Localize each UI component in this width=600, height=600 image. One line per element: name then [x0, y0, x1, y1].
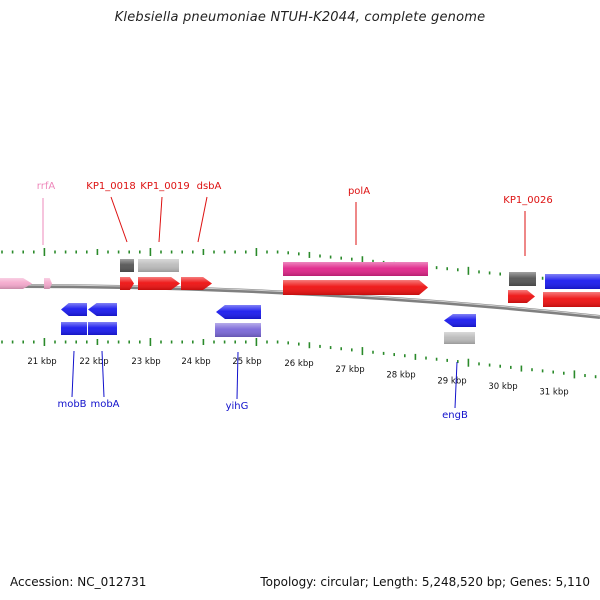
- scale-label: 24 kbp: [181, 357, 210, 367]
- gene-label[interactable]: yihG: [226, 401, 249, 412]
- feature-cds[interactable]: [88, 303, 117, 316]
- feature-shading: [215, 323, 261, 337]
- gene-label[interactable]: engB: [442, 410, 468, 421]
- feature-rrna[interactable]: [44, 278, 52, 289]
- feature-rrna[interactable]: [0, 278, 32, 289]
- feature-cds[interactable]: [138, 277, 180, 290]
- leader-line: [454, 361, 458, 409]
- top-labels: rrfA KP1_0018 KP1_0019 dsbA polA KP1_0026: [37, 181, 553, 256]
- feature-shading: [283, 280, 428, 295]
- gene-label[interactable]: rrfA: [37, 181, 56, 192]
- scale-label: 21 kbp: [27, 357, 56, 367]
- feature-cds[interactable]: [444, 314, 476, 327]
- accession-text: Accession: NC_012731: [10, 575, 147, 589]
- scale-labels: 21 kbp 22 kbp 23 kbp 24 kbp 25 kbp 26 kbp 27 k…: [27, 357, 568, 398]
- scale-label: 29 kbp: [437, 376, 466, 386]
- feature-shading: [508, 290, 535, 303]
- scale-label: 31 kbp: [539, 388, 568, 398]
- scale-label: 26 kbp: [284, 359, 313, 369]
- scale-label: 25 kbp: [232, 357, 261, 367]
- feature-shading: [216, 305, 261, 319]
- genome-summary-text: Topology: circular; Length: 5,248,520 bp…: [260, 575, 590, 589]
- feature-shading: [44, 278, 52, 289]
- feature-gene[interactable]: [444, 332, 475, 344]
- feature-gene[interactable]: [215, 323, 261, 337]
- feature-shading: [0, 278, 32, 289]
- feature-shading: [509, 272, 536, 286]
- feature-shading: [88, 322, 117, 335]
- feature-gene[interactable]: [120, 259, 134, 272]
- leader-line: [197, 196, 208, 243]
- feature-shading: [61, 322, 87, 335]
- scale-label: 28 kbp: [386, 371, 415, 381]
- feature-shading: [138, 259, 179, 272]
- feature-gene[interactable]: [509, 272, 536, 286]
- gene-label[interactable]: polA: [348, 186, 370, 197]
- map-title: Klebsiella pneumoniae NTUH-K2044, comple…: [114, 10, 486, 25]
- feature-shading: [120, 259, 134, 272]
- gene-label[interactable]: KP1_0018: [86, 181, 135, 192]
- feature-cds[interactable]: [61, 303, 87, 316]
- feature-shading: [543, 292, 600, 307]
- bottom-tick-track: [1, 338, 597, 379]
- feature-cds[interactable]: [216, 305, 261, 319]
- gene-label[interactable]: dsbA: [197, 181, 222, 192]
- feature-track[interactable]: [0, 259, 600, 344]
- feature-cds[interactable]: [508, 290, 535, 303]
- gene-label[interactable]: KP1_0026: [503, 195, 552, 206]
- feature-gene[interactable]: [88, 322, 117, 335]
- gene-label[interactable]: KP1_0019: [140, 181, 189, 192]
- feature-gene[interactable]: [545, 274, 600, 289]
- feature-cds[interactable]: [181, 277, 212, 290]
- feature-gene[interactable]: [283, 262, 428, 276]
- leader-line: [158, 196, 163, 243]
- feature-shading: [88, 303, 117, 316]
- leader-line: [110, 196, 128, 243]
- feature-shading: [61, 303, 87, 316]
- feature-cds[interactable]: [120, 277, 134, 290]
- feature-shading: [444, 314, 476, 327]
- scale-label: 30 kbp: [488, 382, 517, 392]
- feature-shading: [545, 274, 600, 289]
- scale-label: 27 kbp: [335, 365, 364, 375]
- feature-gene[interactable]: [138, 259, 179, 272]
- feature-shading: [444, 332, 475, 344]
- feature-gene[interactable]: [61, 322, 87, 335]
- scale-label: 22 kbp: [79, 357, 108, 367]
- bottom-labels: mobB mobA yihG engB: [57, 350, 468, 421]
- gene-label[interactable]: mobA: [90, 399, 119, 410]
- gene-label[interactable]: mobB: [57, 399, 86, 410]
- feature-cds[interactable]: [543, 292, 600, 307]
- feature-cds[interactable]: [283, 280, 428, 295]
- leader-line: [236, 351, 239, 400]
- feature-shading: [120, 277, 134, 290]
- leader-line: [101, 350, 105, 398]
- scale-label: 23 kbp: [131, 357, 160, 367]
- feature-shading: [138, 277, 180, 290]
- feature-shading: [181, 277, 212, 290]
- leader-line: [71, 350, 75, 398]
- feature-shading: [283, 262, 428, 276]
